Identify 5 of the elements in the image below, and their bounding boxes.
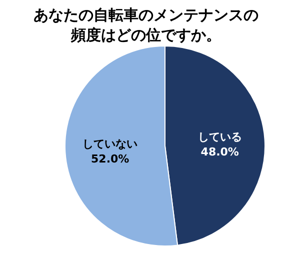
data-label: 52.0%	[91, 152, 130, 166]
slice-label: している	[198, 130, 242, 144]
chart-title: あなたの自転車のメンテナンスの頻度はどの位ですか。	[34, 6, 258, 44]
data-label: 48.0%	[200, 146, 239, 159]
slice-label: していない	[82, 137, 138, 150]
